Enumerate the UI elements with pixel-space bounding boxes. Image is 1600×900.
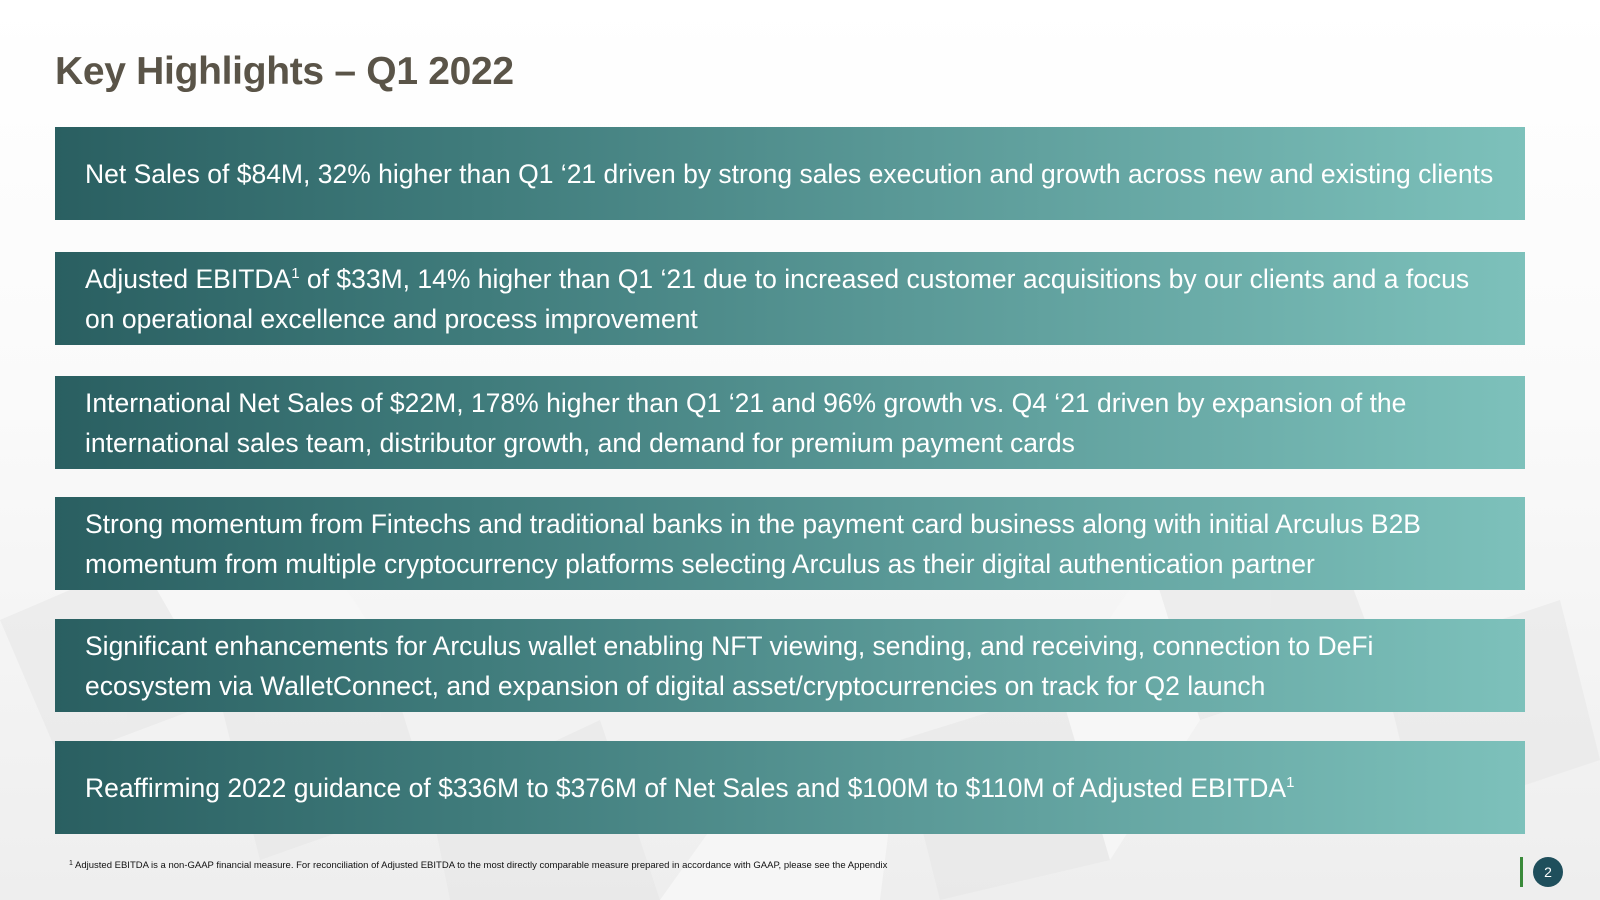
footnote-reference: 1 (291, 264, 300, 282)
footnote-marker: 1 (69, 860, 73, 867)
highlight-text: Significant enhancements for Arculus wal… (85, 630, 1374, 701)
footnote: 1 Adjusted EBITDA is a non-GAAP financia… (69, 860, 887, 871)
slide-title: Key Highlights – Q1 2022 (55, 50, 514, 93)
page-number-badge: 2 (1533, 857, 1563, 887)
page-number-divider (1520, 857, 1523, 887)
highlight-text: International Net Sales of $22M, 178% hi… (85, 387, 1407, 458)
highlight-international-net-sales: International Net Sales of $22M, 178% hi… (55, 376, 1525, 469)
highlight-payment-card-momentum: Strong momentum from Fintechs and tradit… (55, 497, 1525, 590)
highlight-adjusted-ebitda: Adjusted EBITDA1 of $33M, 14% higher tha… (55, 252, 1525, 345)
highlight-guidance: Reaffirming 2022 guidance of $336M to $3… (55, 741, 1525, 834)
highlight-text: Adjusted EBITDA1 of $33M, 14% higher tha… (85, 263, 1470, 334)
footnote-text: Adjusted EBITDA is a non-GAAP financial … (72, 860, 888, 871)
highlight-net-sales: Net Sales of $84M, 32% higher than Q1 ‘2… (55, 127, 1525, 220)
highlight-text: Strong momentum from Fintechs and tradit… (85, 508, 1421, 579)
footnote-reference: 1 (1286, 773, 1295, 791)
highlight-text: Net Sales of $84M, 32% higher than Q1 ‘2… (85, 158, 1494, 189)
highlight-arculus-wallet: Significant enhancements for Arculus wal… (55, 619, 1525, 712)
highlight-text: Reaffirming 2022 guidance of $336M to $3… (85, 772, 1295, 803)
